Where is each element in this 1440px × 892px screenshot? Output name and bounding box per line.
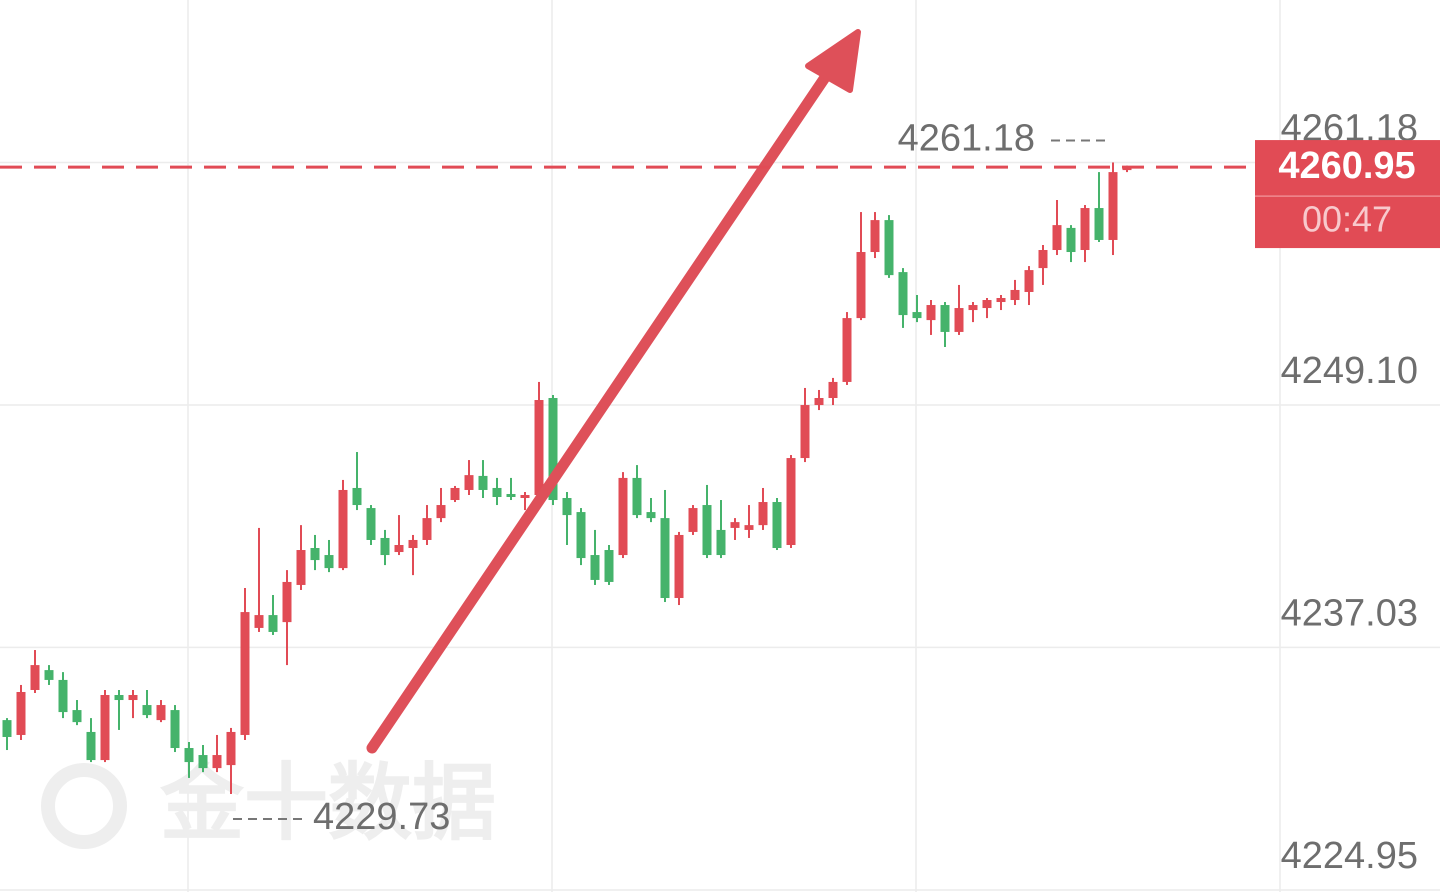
candle-body	[604, 550, 614, 582]
candle-body	[1038, 250, 1048, 269]
candle-body	[828, 381, 838, 399]
candle-body	[72, 710, 82, 723]
candle-body	[1108, 172, 1118, 240]
y-tick-label: 4249.10	[1281, 350, 1418, 392]
candle-body	[100, 695, 110, 761]
candle-body	[2, 720, 12, 737]
countdown: 00:47	[1302, 199, 1392, 240]
candle-body	[856, 252, 866, 319]
candle-body	[422, 518, 432, 540]
candle-body	[156, 705, 166, 721]
candle-body	[44, 670, 54, 680]
candle-body	[926, 305, 936, 321]
watermark-logo	[41, 763, 127, 849]
candle-body	[58, 679, 68, 713]
candle-body	[450, 487, 460, 501]
arrow-shaft	[366, 70, 832, 754]
current-price-label: 4260.95	[1278, 145, 1415, 187]
candle-body	[1052, 225, 1062, 251]
candle-body	[884, 220, 894, 276]
candle-body	[506, 493, 516, 498]
candle-body	[548, 398, 558, 501]
candle-body	[408, 539, 418, 549]
candle-body	[996, 298, 1006, 303]
candle-body	[912, 312, 922, 319]
candle-body	[324, 555, 334, 569]
candle-body	[1010, 289, 1020, 301]
candle-body	[534, 400, 544, 495]
candle-body	[30, 665, 40, 690]
candle-body	[800, 405, 810, 459]
candle-body	[492, 487, 502, 498]
candle-body	[702, 505, 712, 556]
candle-body	[184, 748, 194, 763]
candle-body	[1024, 270, 1034, 292]
candle-body	[86, 731, 96, 761]
candle-body	[212, 755, 222, 769]
candle-body	[814, 398, 824, 406]
candle-body	[282, 581, 292, 623]
candle-body	[982, 300, 992, 309]
candle-body	[436, 505, 446, 519]
candle-body	[268, 615, 278, 632]
candle-body	[786, 458, 796, 545]
candle-body	[1094, 208, 1104, 240]
candle-body	[310, 548, 320, 561]
candle-body	[716, 529, 726, 556]
y-tick-label: 4224.95	[1281, 835, 1418, 877]
price-tag	[1255, 140, 1440, 249]
candle-body	[520, 494, 530, 499]
candle-body	[1066, 227, 1076, 253]
candle-body	[744, 525, 754, 530]
candle-body	[954, 308, 964, 332]
candles	[2, 162, 1132, 795]
candle-body	[16, 691, 26, 735]
candle-body	[240, 612, 250, 735]
candle-body	[170, 710, 180, 749]
candle-body	[1122, 167, 1132, 171]
candle-body	[842, 318, 852, 382]
candle-body	[758, 502, 768, 526]
trend-arrow	[366, 29, 861, 754]
candle-body	[464, 475, 474, 490]
candle-body	[772, 502, 782, 549]
candle-body	[114, 695, 124, 701]
candle-body	[870, 220, 880, 253]
candle-body	[128, 695, 138, 701]
candle-body	[366, 508, 376, 540]
overlay: 4224.954237.034249.104261.184261.184229.…	[0, 107, 1440, 877]
candle-body	[968, 305, 978, 311]
low-annotation: 4229.73	[313, 796, 450, 838]
candle-body	[940, 305, 950, 332]
candle-body	[296, 550, 306, 585]
candle-body	[660, 518, 670, 599]
candle-body	[674, 534, 684, 599]
candle-body	[352, 487, 362, 506]
candle-body	[646, 512, 656, 519]
candle-body	[142, 705, 152, 716]
high-annotation: 4261.18	[898, 117, 1035, 159]
candle-body	[380, 537, 390, 556]
candle-body	[730, 522, 740, 528]
candle-body	[590, 555, 600, 580]
candle-body	[394, 544, 404, 553]
candle-body	[632, 477, 642, 516]
candle-body	[338, 489, 348, 569]
candle-body	[226, 731, 236, 766]
candle-body	[898, 272, 908, 316]
candle-body	[198, 755, 208, 769]
candle-body	[688, 508, 698, 532]
candle-body	[576, 512, 586, 559]
candle-body	[1080, 208, 1090, 251]
candle-body	[478, 475, 488, 490]
candle-body	[618, 477, 628, 556]
y-tick-label: 4237.03	[1281, 592, 1418, 634]
candle-body	[562, 498, 572, 516]
arrow-head	[805, 29, 861, 93]
candle-body	[254, 615, 264, 628]
